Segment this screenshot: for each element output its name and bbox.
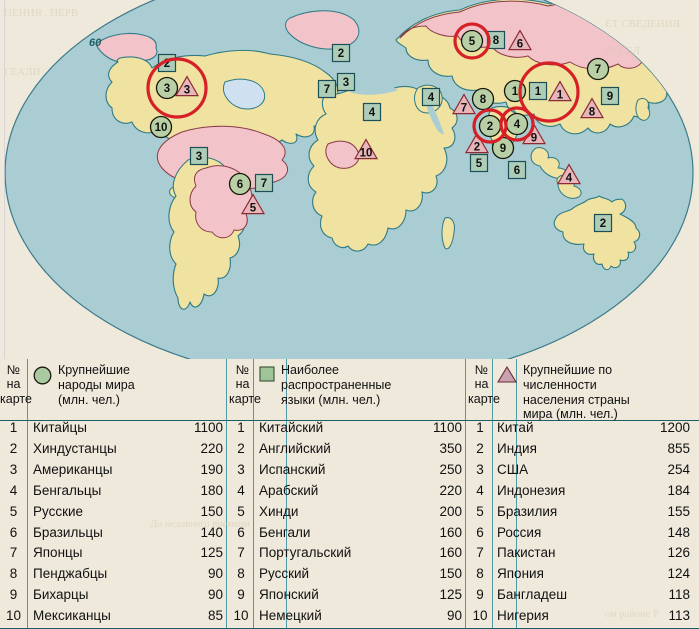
svg-text:5: 5 <box>476 158 483 170</box>
svg-text:2: 2 <box>474 142 480 154</box>
svg-text:7: 7 <box>324 84 330 96</box>
svg-text:3: 3 <box>196 151 202 163</box>
svg-text:60: 60 <box>89 37 102 49</box>
svg-text:10: 10 <box>360 148 373 160</box>
svg-text:6: 6 <box>514 165 520 177</box>
svg-text:4: 4 <box>566 173 573 185</box>
svg-text:1: 1 <box>512 86 519 98</box>
svg-text:3: 3 <box>184 85 190 97</box>
svg-text:1: 1 <box>557 90 564 102</box>
svg-text:4: 4 <box>369 107 376 119</box>
svg-text:6: 6 <box>237 179 243 191</box>
svg-text:1: 1 <box>535 86 542 98</box>
svg-text:4: 4 <box>514 119 521 131</box>
svg-text:9: 9 <box>607 91 613 103</box>
svg-text:2: 2 <box>338 48 344 60</box>
svg-text:2: 2 <box>487 121 493 133</box>
svg-text:9: 9 <box>500 143 506 155</box>
svg-text:7: 7 <box>261 178 267 190</box>
svg-text:5: 5 <box>250 203 257 215</box>
svg-text:8: 8 <box>493 35 500 47</box>
svg-text:10: 10 <box>155 122 168 134</box>
svg-text:5: 5 <box>469 36 476 48</box>
svg-text:8: 8 <box>480 94 487 106</box>
svg-text:6: 6 <box>517 39 523 51</box>
svg-text:7: 7 <box>595 64 601 76</box>
svg-text:9: 9 <box>531 133 537 145</box>
svg-text:3: 3 <box>343 77 349 89</box>
svg-text:2: 2 <box>600 218 606 230</box>
svg-text:3: 3 <box>164 83 170 95</box>
svg-text:7: 7 <box>461 103 467 115</box>
svg-text:8: 8 <box>589 107 596 119</box>
svg-text:4: 4 <box>428 92 435 104</box>
